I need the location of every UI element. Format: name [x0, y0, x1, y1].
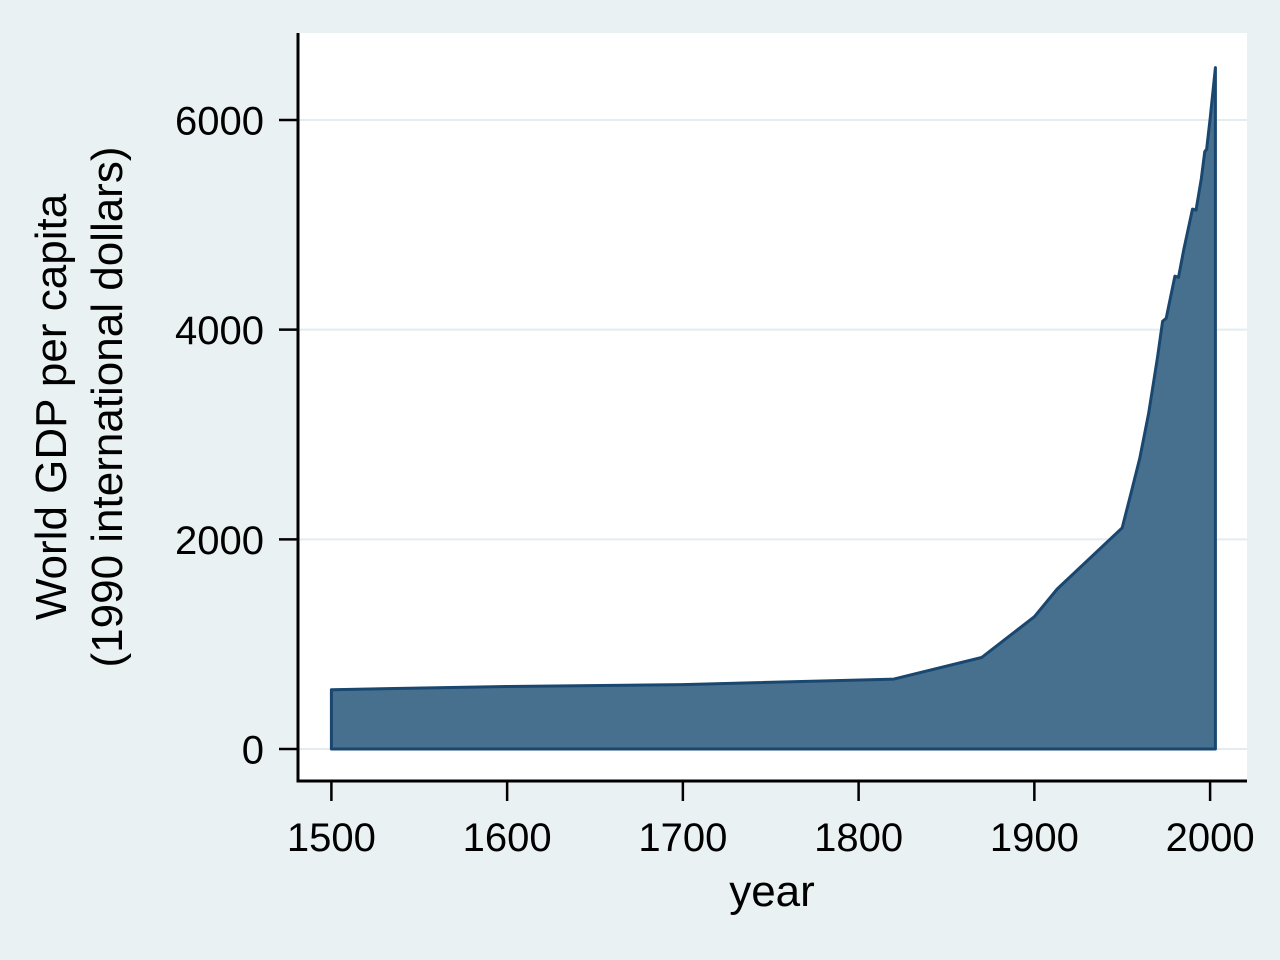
world-gdp-area — [329, 66, 1217, 751]
x-axis-title: year — [729, 867, 815, 916]
axes: 0 2000 4000 6000 1500 1600 1700 1800 1900 2000 — [175, 33, 1255, 860]
y-axis-title-line2: (1990 international dollars) — [83, 147, 132, 668]
area-series-group — [329, 66, 1217, 751]
x-tick-label-1800: 1800 — [814, 816, 903, 860]
y-tick-label-4000: 4000 — [175, 309, 264, 353]
x-tick-label-1700: 1700 — [638, 816, 727, 860]
x-tick-label-1900: 1900 — [990, 816, 1079, 860]
y-tick-label-2000: 2000 — [175, 519, 264, 563]
y-tick-label-6000: 6000 — [175, 99, 264, 143]
x-tick-label-2000: 2000 — [1166, 816, 1255, 860]
y-tick-label-0: 0 — [242, 728, 264, 772]
x-tick-label-1600: 1600 — [463, 816, 552, 860]
y-axis-title-line1: World GDP per capita — [27, 193, 76, 620]
x-tick-label-1500: 1500 — [287, 816, 376, 860]
